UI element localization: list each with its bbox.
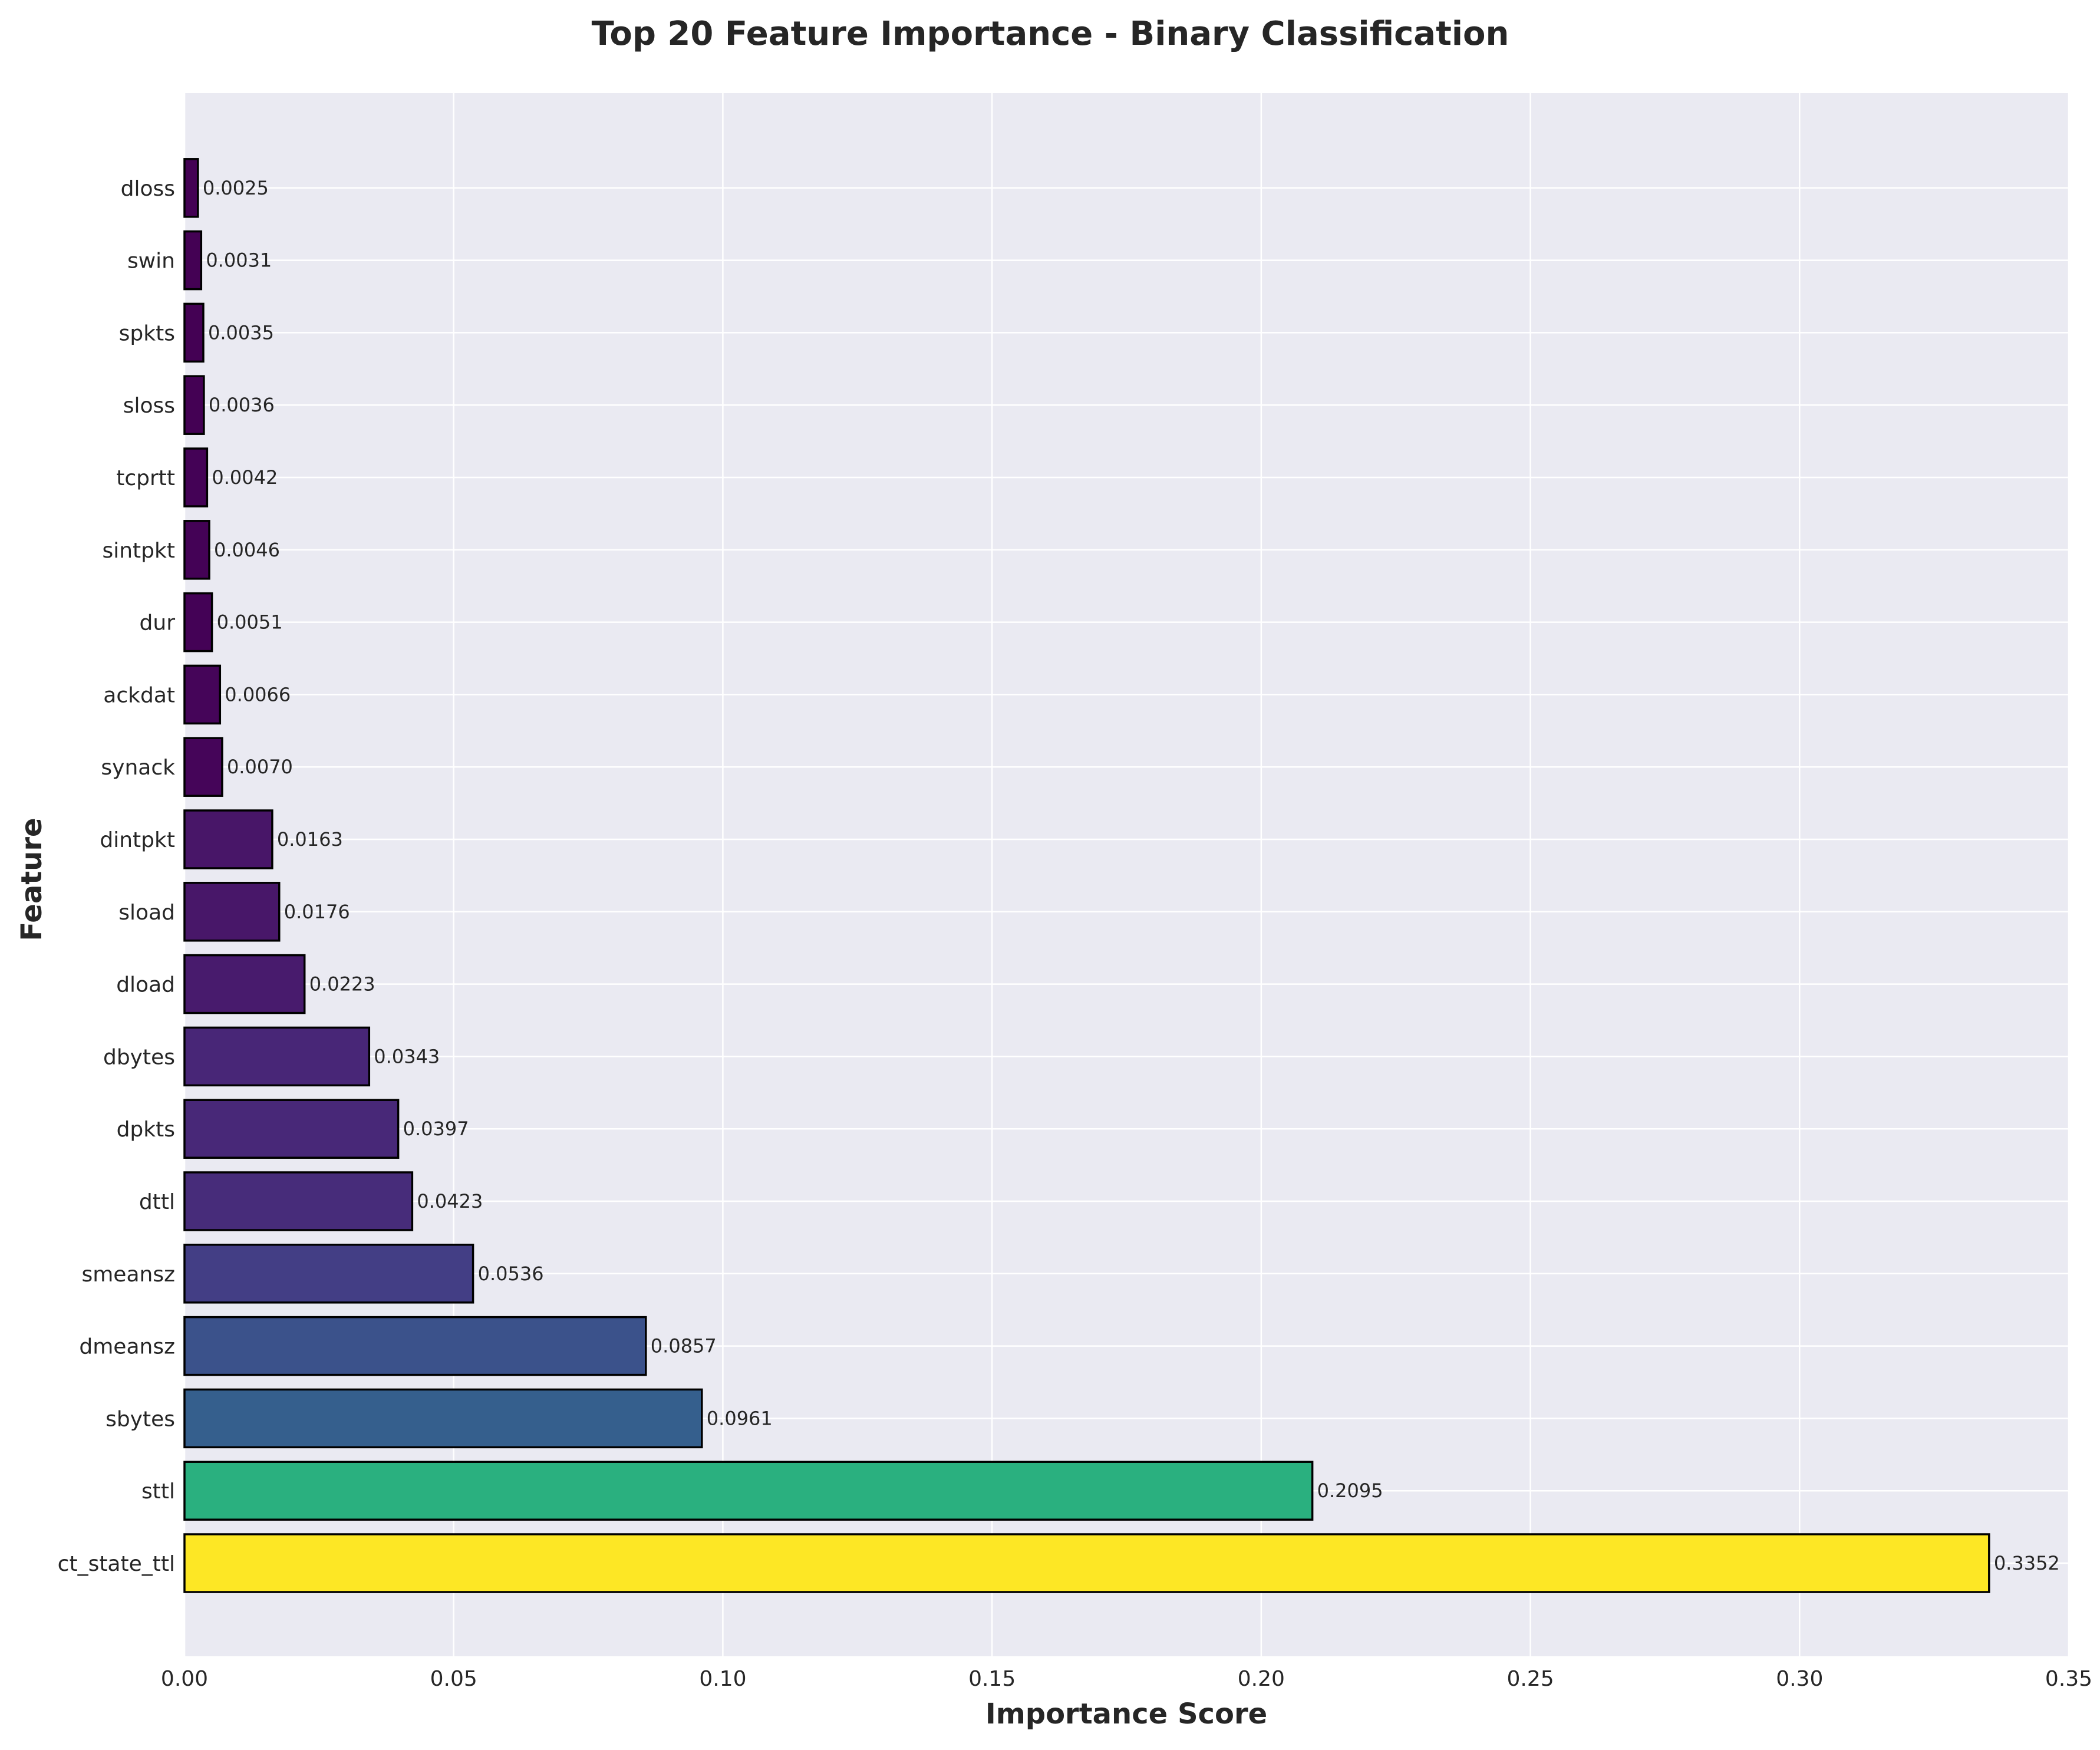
y-tick-label: sloss (123, 394, 175, 418)
y-tick-label: smeansz (81, 1263, 175, 1287)
bar-dttl (183, 1171, 414, 1231)
y-tick-labels: ct_state_ttl sttl sbytes dmeansz smeansz dttl… (58, 177, 176, 1576)
y-tick-label: ct_state_ttl (58, 1552, 175, 1576)
x-tick-label: 0.35 (2045, 1667, 2092, 1691)
bar-dintpkt (183, 809, 273, 869)
x-tick-label: 0.20 (1238, 1667, 1285, 1691)
y-tick-label: dur (140, 611, 176, 635)
x-tick-label: 0.30 (1776, 1667, 1823, 1691)
value-label: 0.2095 (1317, 1479, 1383, 1502)
bar-sloss (183, 375, 205, 435)
value-label: 0.0176 (284, 901, 350, 923)
value-label: 0.0961 (707, 1407, 773, 1429)
y-tick-label: dpkts (117, 1118, 175, 1142)
value-label: 0.0536 (478, 1263, 544, 1285)
y-tick-label: dmeansz (79, 1335, 175, 1359)
bar-spkts (183, 302, 205, 363)
bar-dloss (183, 158, 199, 218)
bar-dmeansz (183, 1316, 647, 1376)
value-label: 0.0857 (651, 1335, 717, 1357)
y-tick-label: dload (116, 973, 175, 997)
y-tick-label: synack (101, 756, 175, 780)
x-tick-label: 0.00 (161, 1667, 208, 1691)
y-tick-label: ackdat (103, 683, 175, 707)
y-tick-label: sintpkt (102, 539, 175, 563)
value-label: 0.0066 (225, 683, 291, 706)
bar-dpkts (183, 1099, 400, 1159)
x-axis-label: Importance Score (985, 1698, 1267, 1731)
y-tick-label: sttl (141, 1479, 175, 1504)
bar-sintpkt (183, 520, 210, 580)
y-tick-label: tcprtt (116, 466, 175, 490)
y-tick-label: dttl (139, 1190, 175, 1214)
y-tick-label: dbytes (103, 1045, 175, 1069)
y-tick-label: sload (118, 901, 175, 925)
value-label: 0.0051 (217, 611, 283, 634)
x-tick-label: 0.10 (699, 1667, 746, 1691)
bar-sbytes (183, 1388, 703, 1449)
value-label: 0.0070 (227, 756, 293, 778)
y-tick-label: dintpkt (100, 828, 175, 852)
value-label: 0.0223 (309, 973, 375, 996)
value-label: 0.0343 (374, 1045, 440, 1067)
x-tick-labels: 0.00 0.05 0.10 0.15 0.20 0.25 0.30 0.35 (161, 1667, 2092, 1691)
bar-swin (183, 230, 203, 291)
x-tick-label: 0.25 (1506, 1667, 1554, 1691)
bar-synack (183, 737, 223, 797)
y-axis-label: Feature (15, 818, 48, 941)
y-tick-label: swin (127, 249, 175, 273)
x-tick-label: 0.15 (968, 1667, 1016, 1691)
value-label: 0.0163 (277, 828, 343, 851)
y-tick-label: sbytes (106, 1407, 175, 1431)
chart-title: Top 20 Feature Importance - Binary Class… (592, 15, 1509, 53)
bar-smeansz (183, 1244, 474, 1304)
value-labels: 0.3352 0.2095 0.0961 0.0857 0.0536 0.0423 0.03… (203, 177, 2060, 1574)
bar-ct_state_ttl (183, 1533, 1990, 1593)
value-label: 0.0036 (209, 394, 275, 416)
bar-dload (183, 954, 306, 1014)
bar-dbytes (183, 1026, 371, 1087)
bar-dur (183, 592, 213, 652)
x-tick-label: 0.05 (430, 1667, 477, 1691)
bar-tcprtt (183, 447, 209, 507)
value-label: 0.0042 (212, 466, 278, 489)
y-tick-label: dloss (121, 177, 175, 201)
value-label: 0.0035 (208, 321, 274, 344)
value-label: 0.0025 (203, 177, 269, 199)
y-tick-label: spkts (119, 321, 175, 345)
value-label: 0.3352 (1994, 1552, 2060, 1574)
grid-lines (183, 93, 2070, 1656)
bar-ackdat (183, 664, 222, 725)
bar-sttl (183, 1461, 1314, 1521)
value-label: 0.0046 (214, 539, 280, 561)
bars (183, 158, 1990, 1593)
value-label: 0.0423 (417, 1190, 483, 1212)
bar-sload (183, 882, 281, 942)
value-label: 0.0397 (403, 1118, 469, 1140)
value-label: 0.0031 (206, 249, 272, 272)
